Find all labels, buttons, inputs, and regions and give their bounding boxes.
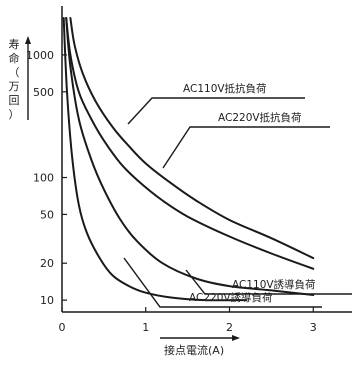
curve-ac110v-inductive xyxy=(65,17,315,296)
series-label-leader xyxy=(123,257,322,308)
x-tick-label: 1 xyxy=(142,321,149,334)
curve-ac220v-inductive xyxy=(62,17,248,302)
y-axis-title-char: 万 xyxy=(9,80,20,93)
y-axis-title-char: 命 xyxy=(9,51,20,65)
series-label: AC220V抵抗負荷 xyxy=(218,111,302,124)
series-label: AC220V誘導負荷 xyxy=(189,291,273,304)
y-tick-label: 50 xyxy=(40,208,54,221)
series-label-leader xyxy=(162,126,330,169)
curve-ac110v-resistive xyxy=(69,17,315,260)
series-label: AC110V誘導負荷 xyxy=(232,278,316,291)
x-tick-label: 3 xyxy=(310,321,317,334)
y-tick-label: 20 xyxy=(40,257,54,270)
series-label-leader xyxy=(127,97,305,125)
y-axis-title-char: 寿 xyxy=(9,37,20,51)
y-tick-label: 10 xyxy=(40,294,54,307)
y-axis-title-char: （ xyxy=(9,66,20,79)
y-axis-title-arrow-head xyxy=(25,36,31,44)
series-label: AC110V抵抗負荷 xyxy=(183,82,267,95)
x-tick-label: 0 xyxy=(59,321,66,334)
x-axis-title: 接点電流(A) xyxy=(164,343,224,357)
y-tick-label: 100 xyxy=(33,172,54,185)
curve-ac220v-resistive xyxy=(65,17,315,270)
y-axis-title-char: ） xyxy=(9,108,20,121)
series-label-leader xyxy=(185,269,352,295)
x-tick-label: 2 xyxy=(226,321,233,334)
y-tick-label: 1000 xyxy=(26,49,54,62)
x-axis-title-arrow-head xyxy=(232,335,240,341)
y-axis-title-char: 回 xyxy=(9,94,20,107)
y-tick-label: 500 xyxy=(33,86,54,99)
